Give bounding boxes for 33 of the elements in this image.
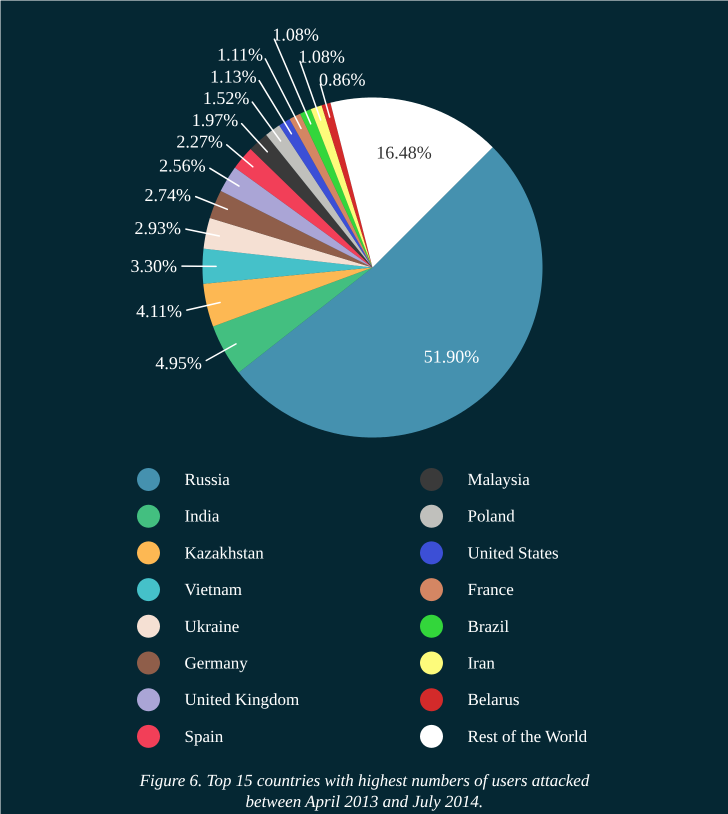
data-label: 1.13% xyxy=(210,66,257,86)
legend-label: Vietnam xyxy=(184,580,242,600)
legend-label: Ukraine xyxy=(184,616,240,636)
data-label: 16.48% xyxy=(376,142,432,163)
legend-label: India xyxy=(184,506,220,526)
data-label: 1.08% xyxy=(298,46,345,67)
legend-label: United Kingdom xyxy=(184,690,300,710)
data-label: 1.08% xyxy=(272,24,319,45)
legend-label: Russia xyxy=(184,470,230,489)
data-label: 2.93% xyxy=(134,218,182,238)
data-label: 0.86% xyxy=(319,69,366,90)
data-label: 51.90% xyxy=(424,346,480,367)
caption: Figure 6. Top 15 countries with highest numbers of users attacked between April 2013 and July 2014. xyxy=(138,771,590,811)
data-label: 4.11% xyxy=(136,301,182,322)
legend-label: Spain xyxy=(184,726,224,746)
legend-label: Belarus xyxy=(468,690,520,710)
data-label: 1.97% xyxy=(192,110,238,130)
legend-label: Malaysia xyxy=(468,470,530,489)
legend-label: Iran xyxy=(468,654,496,672)
data-label: 2.74% xyxy=(144,184,192,205)
data-label: 4.95% xyxy=(155,352,202,373)
legend-label: Brazil xyxy=(468,616,510,636)
legend-label: Rest of the World xyxy=(468,726,588,746)
data-label: 1.11% xyxy=(217,44,264,64)
data-label: 1.52% xyxy=(202,88,250,108)
legend-label: United States xyxy=(468,543,559,562)
legend-label: France xyxy=(468,580,514,600)
legend-label: Kazakhstan xyxy=(184,543,264,562)
legend-label: Poland xyxy=(468,506,516,526)
data-label: 3.30% xyxy=(130,256,178,276)
legend-label: Germany xyxy=(184,654,248,672)
data-label: 2.56% xyxy=(159,156,206,176)
data-label: 2.27% xyxy=(176,132,223,152)
